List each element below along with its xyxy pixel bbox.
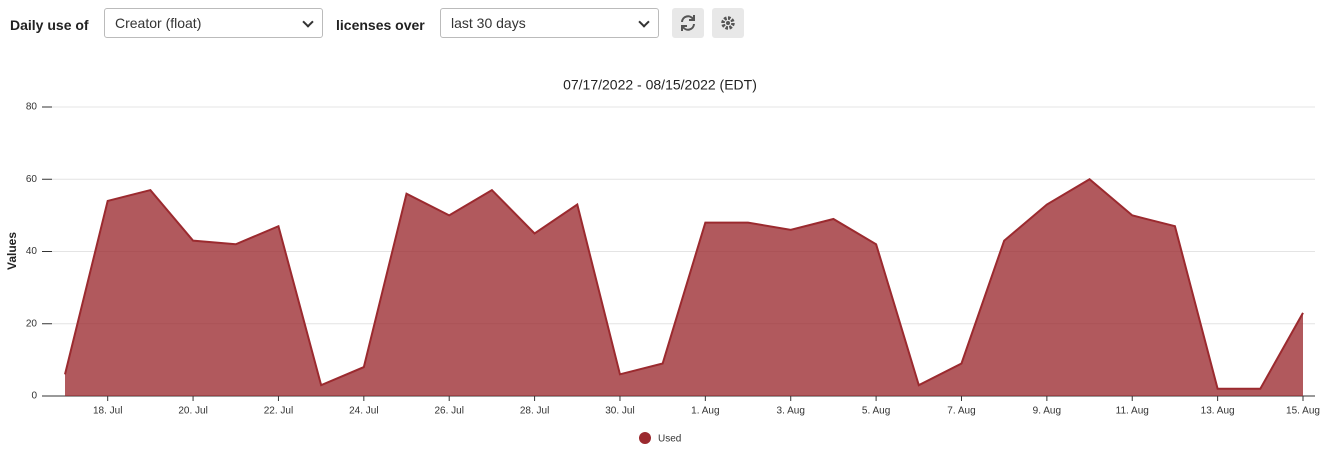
x-tick-label: 18. Jul: [93, 406, 122, 417]
label: licenses over: [336, 17, 425, 33]
legend-label: Used: [658, 434, 681, 445]
x-tick-label: 24. Jul: [349, 406, 378, 417]
select[interactable]: Creator (float): [104, 8, 323, 38]
x-tick-label: 22. Jul: [264, 406, 293, 417]
x-tick-label: 11. Aug: [1116, 406, 1149, 417]
chart-title: 07/17/2022 - 08/15/2022 (EDT): [563, 77, 757, 93]
settings-icon: [721, 16, 735, 30]
y-tick-label: 0: [31, 391, 37, 402]
x-tick-label: 20. Jul: [178, 406, 207, 417]
settings-button[interactable]: [712, 8, 744, 38]
x-tick-label: 26. Jul: [434, 406, 463, 417]
label: Daily use of: [10, 17, 89, 33]
area: [65, 179, 1303, 396]
refresh-icon: [681, 15, 695, 31]
x-tick-label: 3. Aug: [777, 406, 805, 417]
x-tick-label: 7. Aug: [947, 406, 975, 417]
select[interactable]: last 30 days: [440, 8, 659, 38]
x-tick-label: 5. Aug: [862, 406, 890, 417]
y-tick-label: 60: [26, 174, 38, 185]
refresh-button[interactable]: [672, 8, 704, 38]
legend-marker: [639, 432, 651, 444]
y-tick-label: 40: [26, 246, 38, 257]
y-tick-label: 80: [26, 102, 38, 113]
y-tick-label: 20: [26, 318, 38, 329]
x-tick-label: 13. Aug: [1201, 406, 1235, 417]
y-axis-label: Values: [5, 232, 19, 270]
x-tick-label: 15. Aug: [1286, 406, 1320, 417]
line: [64, 178, 1304, 390]
x-tick-label: 30. Jul: [605, 406, 634, 417]
x-tick-label: 28. Jul: [520, 406, 549, 417]
x-tick-label: 9. Aug: [1033, 406, 1061, 417]
x-tick-label: 1. Aug: [691, 406, 719, 417]
